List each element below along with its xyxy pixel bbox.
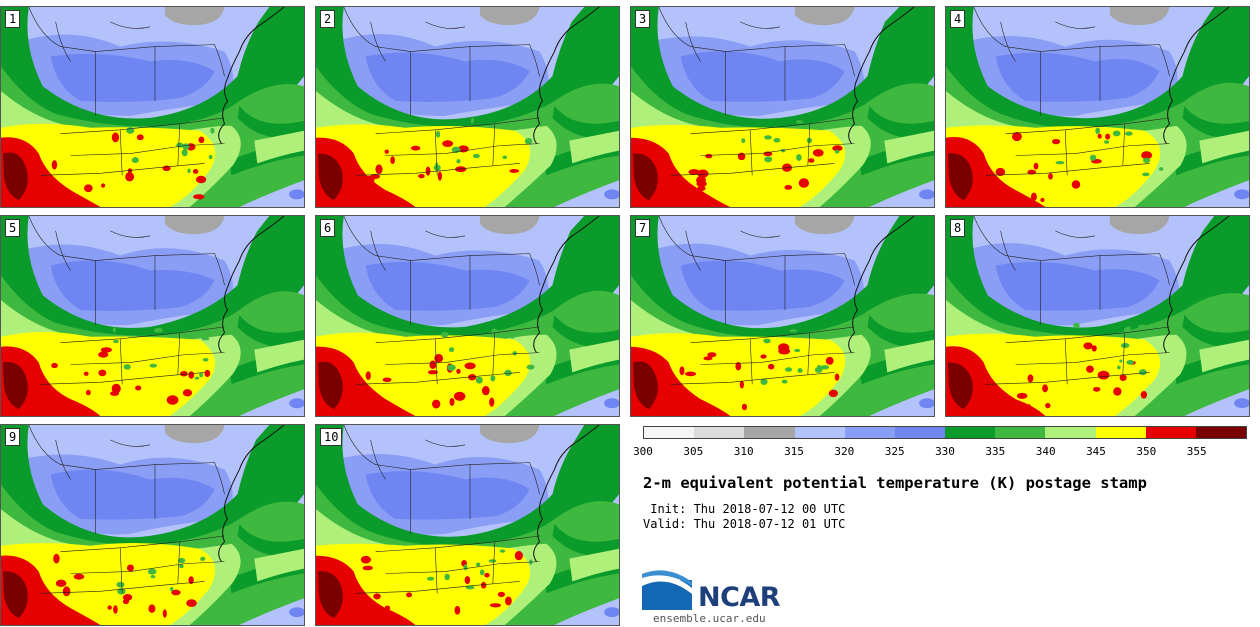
member-number: 9 bbox=[5, 428, 21, 446]
colorbar-tick-label: 340 bbox=[1035, 445, 1056, 458]
ncar-logo-icon bbox=[642, 570, 692, 610]
member-number: 7 bbox=[635, 219, 651, 237]
colorbar-tick-label: 300 bbox=[633, 445, 653, 458]
map-icon bbox=[631, 216, 934, 416]
colorbar-segment bbox=[794, 427, 845, 438]
map-icon bbox=[316, 7, 619, 207]
colorbar-tick-label: 320 bbox=[834, 445, 855, 458]
ensemble-member-panel: 4 bbox=[945, 6, 1250, 208]
site-url: ensemble.ucar.edu bbox=[653, 612, 766, 625]
ensemble-member-panel: 1 bbox=[0, 6, 305, 208]
colorbar-segment bbox=[894, 427, 946, 438]
ensemble-member-panel: 2 bbox=[315, 6, 620, 208]
member-number: 1 bbox=[5, 10, 21, 28]
colorbar-segment bbox=[945, 427, 996, 438]
member-number: 2 bbox=[320, 10, 336, 28]
logo-text: NCAR bbox=[698, 582, 781, 613]
ensemble-member-panel: 9 bbox=[0, 424, 305, 626]
map-icon bbox=[316, 216, 619, 416]
colorbar-labels: 300 305 310 315 320 325 330 335 340 345 350 355 bbox=[633, 445, 1247, 459]
ensemble-member-panel: 7 bbox=[630, 215, 935, 417]
member-number: 5 bbox=[5, 219, 21, 237]
colorbar-segment bbox=[744, 427, 795, 438]
map-icon bbox=[1, 216, 304, 416]
member-number: 10 bbox=[320, 428, 343, 446]
colorbar-segment bbox=[1145, 427, 1196, 438]
colorbar-tick-label: 350 bbox=[1136, 445, 1157, 458]
colorbar-segment bbox=[694, 427, 745, 438]
ensemble-member-panel: 10 bbox=[315, 424, 620, 626]
colorbar-tick-label: 345 bbox=[1086, 445, 1106, 458]
ensemble-member-panel: 8 bbox=[945, 215, 1250, 417]
map-icon bbox=[946, 7, 1249, 207]
ensemble-member-panel: 3 bbox=[630, 6, 935, 208]
member-number: 6 bbox=[320, 219, 336, 237]
colorbar-segment bbox=[995, 427, 1046, 438]
init-time: Init: Thu 2018-07-12 00 UTC bbox=[643, 502, 846, 516]
figure-title: 2-m equivalent potential temperature (K)… bbox=[643, 474, 1147, 492]
map-icon bbox=[1, 425, 304, 625]
colorbar-tick-label: 315 bbox=[784, 445, 804, 458]
ensemble-member-panel: 5 bbox=[0, 215, 305, 417]
colorbar-tick-label: 325 bbox=[884, 445, 905, 458]
colorbar-tick-label: 355 bbox=[1186, 445, 1207, 458]
member-number: 3 bbox=[635, 10, 651, 28]
colorbar-tick-label: 330 bbox=[935, 445, 955, 458]
valid-time: Valid: Thu 2018-07-12 01 UTC bbox=[643, 517, 846, 531]
colorbar-tick-label: 305 bbox=[683, 445, 704, 458]
member-number: 4 bbox=[950, 10, 966, 28]
colorbar bbox=[643, 426, 1247, 439]
ensemble-member-panel: 6 bbox=[315, 215, 620, 417]
map-icon bbox=[631, 7, 934, 207]
map-icon bbox=[1, 7, 304, 207]
member-number: 8 bbox=[950, 219, 966, 237]
colorbar-segment bbox=[1045, 427, 1096, 438]
colorbar-tick-label: 310 bbox=[733, 445, 754, 458]
colorbar-segment bbox=[1195, 427, 1247, 438]
colorbar-segment bbox=[844, 427, 895, 438]
colorbar-segment bbox=[644, 427, 695, 438]
colorbar-tick-label: 335 bbox=[985, 445, 1006, 458]
colorbar-segment bbox=[1095, 427, 1146, 438]
map-icon bbox=[316, 425, 619, 625]
map-icon bbox=[946, 216, 1249, 416]
